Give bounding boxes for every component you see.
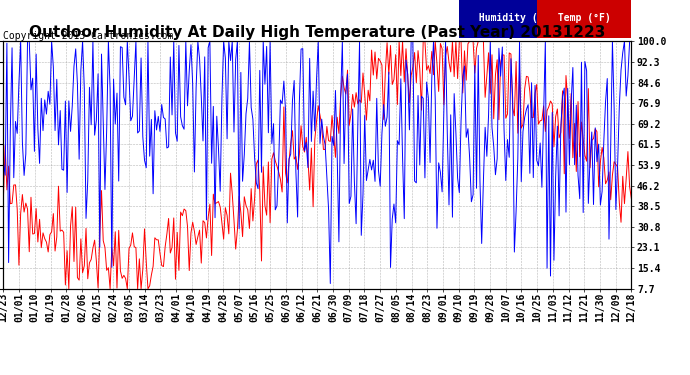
- Text: Copyright 2013 Cartronics.com: Copyright 2013 Cartronics.com: [3, 32, 174, 41]
- Text: Humidity (%): Humidity (%): [473, 13, 555, 24]
- Title: Outdoor Humidity At Daily High Temperature (Past Year) 20131223: Outdoor Humidity At Daily High Temperatu…: [29, 25, 606, 40]
- Text: Temp (°F): Temp (°F): [551, 13, 616, 24]
